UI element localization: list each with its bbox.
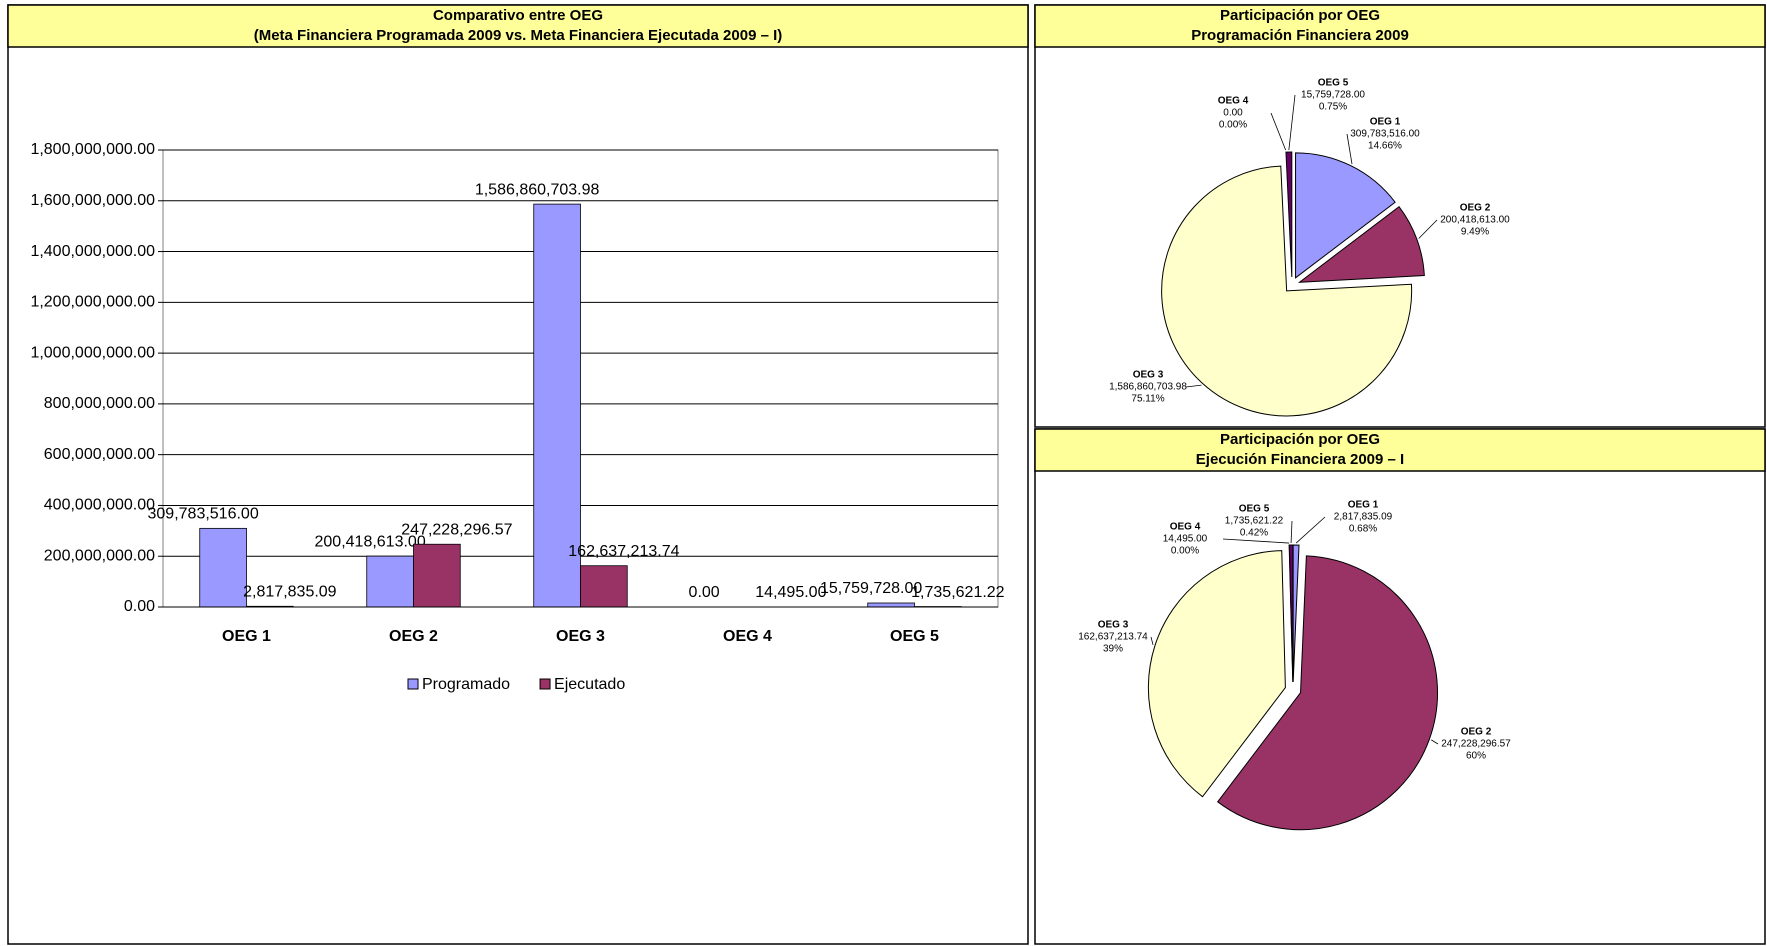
leader-line (1431, 739, 1439, 745)
pie-slice (1161, 165, 1413, 417)
pie-header (1034, 428, 1766, 472)
bar (413, 543, 461, 608)
y-tick-label: 800,000,000.00 (44, 395, 155, 412)
leader-line (1295, 516, 1326, 544)
pie-label-name: OEG 2 (1461, 727, 1492, 738)
pie-label-percent: 14.66% (1368, 141, 1402, 152)
pie-label-value: 309,783,516.00 (1350, 129, 1420, 140)
pie-slice (1288, 544, 1294, 683)
legend-label: Ejecutado (554, 676, 625, 693)
leader-line (1222, 538, 1290, 544)
bar-header (7, 4, 1029, 48)
pie-label-name: OEG 4 (1170, 522, 1201, 533)
chart-title: Participación por OEG (1220, 431, 1380, 448)
data-label: 2,817,835.09 (243, 584, 337, 601)
chart-subtitle: Ejecución Financiera 2009 – I (1196, 451, 1404, 468)
pie-label-percent: 0.75% (1319, 102, 1347, 113)
pie-label-value: 200,418,613.00 (1440, 215, 1510, 226)
data-label: 0.00 (689, 584, 720, 601)
leader-line (1288, 94, 1296, 151)
chart-title: Participación por OEG (1220, 7, 1380, 24)
pie-label-name: OEG 1 (1370, 117, 1401, 128)
y-tick-label: 200,000,000.00 (44, 547, 155, 564)
x-tick-label: OEG 4 (723, 628, 772, 645)
x-tick-label: OEG 3 (556, 628, 605, 645)
pie-slice (1216, 555, 1438, 831)
chart-subtitle: Programación Financiera 2009 (1191, 27, 1409, 44)
y-tick-label: 600,000,000.00 (44, 446, 155, 463)
pie-label-name: OEG 3 (1098, 620, 1129, 631)
pie-label-percent: 60% (1466, 751, 1486, 762)
data-label: 1,586,860,703.98 (475, 181, 600, 198)
pie-label-value: 15,759,728.00 (1301, 90, 1365, 101)
pie-label-name: OEG 2 (1460, 203, 1491, 214)
pie-label-value: 162,637,213.74 (1078, 632, 1148, 643)
data-label: 1,735,621.22 (911, 584, 1005, 601)
leader-line (1185, 384, 1202, 388)
pie-label-value: 1,735,621.22 (1225, 516, 1284, 527)
pie-label-percent: 39% (1103, 644, 1123, 655)
x-tick-label: OEG 5 (890, 628, 939, 645)
chart-title: Comparativo entre OEG (433, 7, 603, 24)
legend-swatch (539, 678, 551, 690)
pie-label-value: 1,586,860,703.98 (1109, 382, 1187, 393)
bar (366, 555, 414, 608)
data-label: 247,228,296.57 (401, 521, 512, 538)
pie-label-value: 247,228,296.57 (1441, 739, 1511, 750)
y-tick-label: 1,600,000,000.00 (30, 192, 155, 209)
pie-label-value: 14,495.00 (1163, 534, 1208, 545)
leader-line (1150, 636, 1154, 646)
bar (867, 602, 915, 608)
bar (199, 527, 247, 608)
bar (533, 203, 581, 608)
leader-line (1418, 219, 1438, 239)
chart-subtitle: (Meta Financiera Programada 2009 vs. Met… (254, 27, 783, 44)
pie-slice (1285, 151, 1293, 278)
y-tick-label: 0.00 (124, 598, 155, 615)
y-tick-label: 1,200,000,000.00 (30, 294, 155, 311)
leader-line (1346, 133, 1353, 165)
bar (580, 565, 628, 608)
leader-line (1290, 520, 1293, 544)
x-tick-label: OEG 2 (389, 628, 438, 645)
y-tick-label: 1,800,000,000.00 (30, 141, 155, 158)
data-label: 15,759,728.00 (820, 580, 922, 597)
leader-line (1270, 112, 1287, 151)
pie-header (1034, 4, 1766, 48)
pie-label-percent: 9.49% (1461, 227, 1489, 238)
legend-swatch (407, 678, 419, 690)
pie-label-name: OEG 1 (1348, 500, 1379, 511)
legend-label: Programado (422, 676, 510, 693)
pie-label-percent: 0.00% (1219, 120, 1247, 131)
data-label: 14,495.00 (755, 584, 826, 601)
y-tick-label: 400,000,000.00 (44, 497, 155, 514)
pie-slice (1147, 550, 1286, 798)
data-label: 162,637,213.74 (568, 543, 679, 560)
pie-label-percent: 75.11% (1131, 394, 1164, 405)
pie-label-name: OEG 5 (1239, 504, 1270, 515)
data-label: 309,783,516.00 (148, 506, 259, 523)
y-tick-label: 1,000,000,000.00 (30, 344, 155, 361)
pie-label-value: 0.00 (1223, 108, 1243, 119)
pie-label-name: OEG 5 (1318, 78, 1349, 89)
x-tick-label: OEG 1 (222, 628, 271, 645)
pie-label-name: OEG 4 (1218, 96, 1249, 107)
pie-label-value: 2,817,835.09 (1334, 512, 1393, 523)
data-label: 200,418,613.00 (315, 533, 426, 550)
pie-label-percent: 0.68% (1349, 524, 1377, 535)
pie-label-percent: 0.42% (1240, 528, 1268, 539)
pie-label-name: OEG 3 (1133, 370, 1164, 381)
y-tick-label: 1,400,000,000.00 (30, 243, 155, 260)
pie-label-percent: 0.00% (1171, 546, 1199, 557)
pie-slice (1295, 152, 1396, 279)
pie-slice (1297, 205, 1425, 283)
